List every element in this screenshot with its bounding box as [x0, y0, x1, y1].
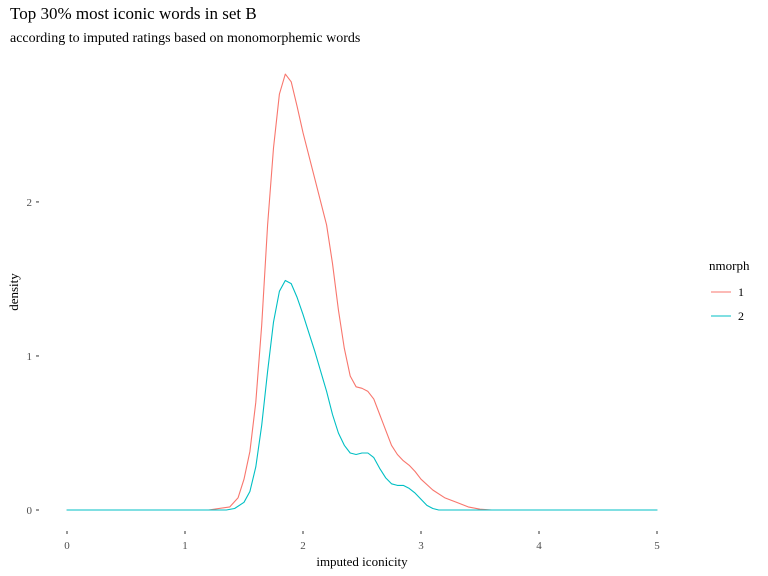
density-line-nmorph-1 [66, 73, 658, 511]
y-tick-label: 2 [27, 197, 33, 209]
legend: nmorph 1 2 [709, 258, 750, 323]
legend-title: nmorph [709, 258, 750, 273]
x-axis: 0 1 2 3 4 5 [64, 531, 660, 552]
y-axis: 0 1 2 [27, 197, 39, 517]
chart-title: Top 30% most iconic words in set B [10, 4, 257, 23]
plot-area [66, 73, 658, 511]
x-tick-label: 1 [182, 540, 188, 552]
x-tick-label: 4 [536, 540, 542, 552]
x-tick-label: 3 [418, 540, 424, 552]
y-axis-title: density [6, 273, 21, 311]
x-tick-label: 2 [300, 540, 306, 552]
density-line-nmorph-2 [66, 279, 658, 511]
y-tick-label: 1 [27, 351, 33, 363]
x-axis-title: imputed iconicity [316, 554, 408, 569]
y-tick-label: 0 [27, 505, 33, 517]
chart-subtitle: according to imputed ratings based on mo… [10, 31, 361, 46]
legend-label-nmorph-2: 2 [738, 309, 744, 323]
legend-label-nmorph-1: 1 [738, 285, 744, 299]
x-tick-label: 0 [64, 540, 70, 552]
x-tick-label: 5 [654, 540, 660, 552]
